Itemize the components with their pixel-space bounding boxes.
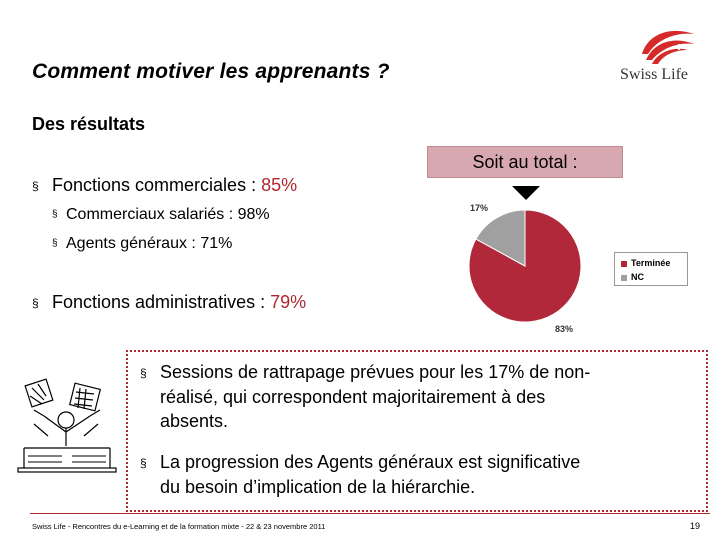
- legend-label: NC: [631, 272, 644, 282]
- bullet-value: 79%: [270, 292, 307, 312]
- bullet-mark: §: [140, 456, 147, 471]
- sub-bullet-agents: § Agents généraux : 71%: [52, 235, 232, 253]
- bullet-mark: §: [52, 209, 58, 221]
- juggler-clipart-icon: [17, 378, 117, 473]
- sub-bullet-commerciaux: § Commerciaux salariés : 98%: [52, 206, 270, 224]
- legend-item-terminee: Terminée: [621, 257, 670, 269]
- note-text: La progression des Agents généraux est s…: [160, 452, 581, 472]
- legend-swatch: [621, 274, 627, 281]
- sub-bullet-label: Agents généraux : 71%: [66, 235, 233, 252]
- legend-label: Terminée: [631, 258, 671, 268]
- bullet-mark: §: [52, 238, 58, 250]
- section-subtitle: Des résultats: [32, 114, 146, 134]
- bullet-mark: §: [32, 296, 39, 311]
- legend-item-nc: NC: [621, 271, 644, 283]
- pie-label-nc: 17%: [470, 203, 489, 213]
- note-line: § La progression des Agents généraux est …: [140, 450, 580, 475]
- note-text: Sessions de rattrapage prévues pour les …: [160, 362, 591, 382]
- page-number: 19: [690, 521, 701, 531]
- legend-swatch: [621, 260, 627, 267]
- bullet-mark: §: [140, 366, 147, 381]
- bullet-administrative: § Fonctions administratives : 79%: [32, 292, 306, 313]
- note-line: absents.: [160, 411, 229, 432]
- swiss-life-logo: [642, 30, 694, 64]
- bullet-mark: §: [32, 179, 39, 194]
- bullet-label: Fonctions administratives :: [52, 292, 271, 312]
- slide-title: Comment motiver les apprenants ?: [32, 60, 390, 83]
- note-line: du besoin d’implication de la hiérarchie…: [160, 477, 476, 498]
- pie-chart: [468, 209, 582, 323]
- total-box: Soit au total :: [427, 146, 623, 178]
- footer-text: Swiss Life - Rencontres du e-Learning et…: [32, 522, 326, 531]
- down-arrow-icon: [512, 186, 540, 200]
- bullet-label: Fonctions commerciales :: [52, 175, 262, 195]
- chart-legend: Terminée NC: [614, 252, 688, 286]
- sub-bullet-label: Commerciaux salariés : 98%: [66, 206, 270, 223]
- logo-text: Swiss Life: [620, 66, 688, 83]
- pie-slice-nc: [475, 209, 526, 267]
- note-line: § Sessions de rattrapage prévues pour les…: [140, 360, 590, 385]
- note-box: [126, 350, 708, 512]
- footer-divider: [30, 513, 710, 514]
- note-line: réalisé, qui correspondent majoritaireme…: [160, 387, 546, 408]
- note-2: § La progression des Agents généraux est …: [140, 450, 580, 499]
- bullet-commercial: § Fonctions commerciales : 85%: [32, 175, 297, 196]
- pie-label-terminee: 83%: [555, 324, 574, 334]
- bullet-value: 85%: [261, 175, 298, 195]
- note-1: § Sessions de rattrapage prévues pour les…: [140, 360, 590, 433]
